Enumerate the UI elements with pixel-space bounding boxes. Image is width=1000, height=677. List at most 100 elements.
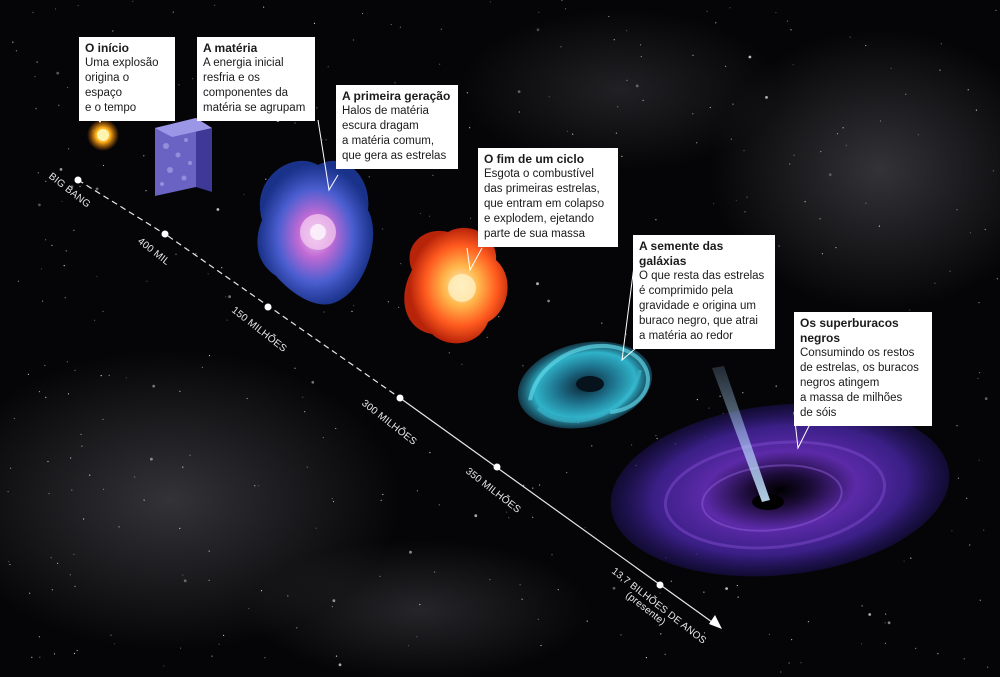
star-dot bbox=[735, 199, 737, 201]
star-dot bbox=[47, 460, 49, 463]
star-dot bbox=[884, 642, 887, 644]
star-dot bbox=[548, 96, 550, 98]
star-dot bbox=[316, 107, 318, 109]
star-dot bbox=[211, 655, 213, 657]
callout-semente-das-galaxias: A semente das galáxias O que resta das e… bbox=[633, 235, 775, 349]
star-dot bbox=[80, 433, 82, 435]
star-dot bbox=[887, 621, 891, 625]
star-dot bbox=[260, 590, 263, 592]
star-dot bbox=[264, 657, 266, 659]
star-dot bbox=[836, 133, 839, 135]
star-dot bbox=[804, 201, 806, 203]
star-dot bbox=[489, 579, 491, 581]
star-dot bbox=[617, 106, 619, 108]
star-dot bbox=[332, 599, 336, 603]
star-dot bbox=[742, 392, 744, 394]
star-dot bbox=[786, 20, 789, 22]
star-dot bbox=[474, 514, 478, 518]
star-dot bbox=[207, 273, 209, 275]
star-dot bbox=[74, 585, 76, 587]
callout-text: Uma explosão origina o espaço e o tempo bbox=[85, 57, 159, 114]
callout-title: A semente das galáxias bbox=[639, 239, 724, 268]
star-dot bbox=[949, 270, 951, 272]
star-dot bbox=[74, 369, 76, 371]
star-dot bbox=[885, 613, 887, 615]
dark-matter-halo-icon bbox=[257, 160, 374, 305]
star-dot bbox=[15, 50, 17, 52]
star-dot bbox=[335, 427, 337, 430]
star-dot bbox=[70, 457, 72, 459]
star-dot bbox=[112, 30, 114, 32]
star-dot bbox=[228, 295, 232, 299]
star-dot bbox=[38, 636, 41, 638]
star-dot bbox=[566, 130, 569, 132]
star-dot bbox=[748, 55, 752, 59]
star-dot bbox=[969, 544, 971, 546]
star-dot bbox=[17, 280, 19, 282]
star-dot bbox=[910, 557, 912, 559]
star-dot bbox=[265, 178, 267, 180]
black-hole-icon bbox=[610, 366, 950, 577]
star-dot bbox=[775, 385, 777, 387]
callout-title: Os superburacos negros bbox=[800, 316, 899, 345]
star-dot bbox=[656, 437, 658, 440]
star-dot bbox=[696, 142, 698, 144]
star-dot bbox=[498, 316, 500, 318]
star-dot bbox=[216, 208, 220, 211]
star-dot bbox=[835, 247, 837, 249]
star-dot bbox=[35, 108, 37, 110]
star-dot bbox=[322, 436, 324, 439]
star-dot bbox=[416, 636, 418, 638]
star-dot bbox=[940, 43, 942, 45]
star-dot bbox=[461, 363, 463, 365]
callout-title: O fim de um ciclo bbox=[484, 152, 585, 166]
star-dot bbox=[963, 658, 965, 660]
star-dot bbox=[730, 138, 732, 140]
star-dot bbox=[352, 39, 354, 41]
star-dot bbox=[625, 333, 628, 335]
star-dot bbox=[879, 120, 882, 122]
star-dot bbox=[561, 0, 563, 1]
star-dot bbox=[382, 493, 384, 496]
star-dot bbox=[81, 445, 83, 447]
star-dot bbox=[323, 311, 325, 313]
callout-text: O que resta das estrelas é comprimido pe… bbox=[639, 270, 765, 342]
star-dot bbox=[861, 643, 863, 645]
star-dot bbox=[179, 527, 181, 530]
star-dot bbox=[917, 134, 919, 136]
star-dot bbox=[287, 595, 289, 597]
star-dot bbox=[9, 563, 11, 566]
star-dot bbox=[38, 203, 41, 207]
star-dot bbox=[903, 560, 905, 562]
star-dot bbox=[709, 106, 711, 109]
star-dot bbox=[934, 282, 936, 284]
star-dot bbox=[221, 267, 223, 269]
star-dot bbox=[390, 23, 392, 26]
star-dot bbox=[706, 10, 708, 12]
star-dot bbox=[564, 8, 567, 10]
star-dot bbox=[71, 489, 73, 491]
star-dot bbox=[984, 397, 988, 401]
star-dot bbox=[861, 605, 863, 607]
star-dot bbox=[522, 365, 524, 367]
star-dot bbox=[992, 170, 994, 172]
callout-title: O início bbox=[85, 41, 130, 55]
star-dot bbox=[736, 584, 738, 587]
star-dot bbox=[248, 607, 250, 610]
star-dot bbox=[55, 8, 57, 10]
star-dot bbox=[645, 657, 648, 659]
star-dot bbox=[67, 86, 69, 89]
star-dot bbox=[59, 168, 63, 171]
star-dot bbox=[915, 647, 917, 650]
star-dot bbox=[791, 639, 793, 641]
star-dot bbox=[208, 550, 210, 552]
star-dot bbox=[621, 155, 623, 157]
star-dot bbox=[40, 268, 43, 270]
star-dot bbox=[76, 649, 78, 652]
star-dot bbox=[939, 69, 941, 71]
star-dot bbox=[102, 418, 104, 420]
star-dot bbox=[58, 104, 60, 106]
star-dot bbox=[108, 374, 110, 376]
star-dot bbox=[692, 54, 694, 57]
